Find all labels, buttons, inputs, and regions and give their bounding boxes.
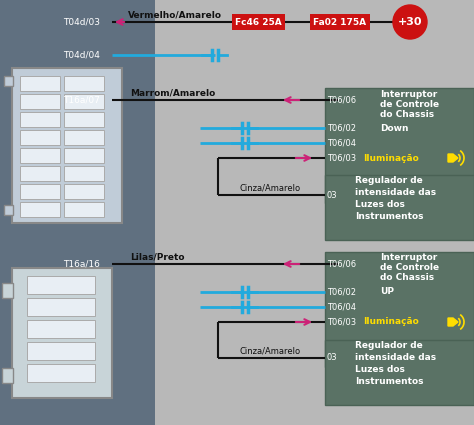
Text: T06/06: T06/06 [327,260,356,269]
Text: T04d/03: T04d/03 [63,17,100,26]
Bar [64,148,104,163]
Bar [20,166,60,181]
Text: Iluminação: Iluminação [363,153,419,162]
Bar [310,14,370,30]
Bar [20,130,60,145]
Bar [0,0,155,425]
Bar [20,148,60,163]
Text: Cinza/Amarelo: Cinza/Amarelo [240,346,301,355]
Text: T06/02: T06/02 [327,287,356,297]
Bar [2,368,13,383]
Bar [64,202,104,217]
Text: Interruptor: Interruptor [380,253,437,263]
Bar [27,298,95,316]
Text: 03: 03 [327,190,337,199]
Bar [325,252,474,367]
Text: intensidade das: intensidade das [355,187,436,196]
Bar [27,276,95,294]
Bar [64,130,104,145]
Text: +30: +30 [398,17,422,27]
Text: Regulador de: Regulador de [355,176,423,184]
Bar [20,94,60,109]
Text: UP: UP [380,287,394,297]
Bar [12,68,122,223]
Text: T06/03: T06/03 [327,153,356,162]
Bar [20,76,60,91]
Text: Fc46 25A: Fc46 25A [235,17,282,26]
Bar [2,283,13,298]
Text: T16a/16: T16a/16 [63,260,100,269]
Text: T06/04: T06/04 [327,139,356,147]
Text: Luzes dos: Luzes dos [355,199,405,209]
Text: Marrom/Amarelo: Marrom/Amarelo [130,88,215,97]
Bar [325,175,474,240]
Text: de Controle: de Controle [380,99,439,108]
Text: intensidade das: intensidade das [355,352,436,362]
Bar [64,76,104,91]
Text: T16a/07: T16a/07 [63,96,100,105]
Text: T06/06: T06/06 [327,96,356,105]
Polygon shape [448,154,458,162]
Text: Vermelho/Amarelo: Vermelho/Amarelo [128,11,222,20]
Text: de Controle: de Controle [380,264,439,272]
Text: T06/03: T06/03 [327,317,356,326]
Text: do Chassis: do Chassis [380,110,434,119]
Bar [64,166,104,181]
Text: Regulador de: Regulador de [355,340,423,349]
Bar [27,342,95,360]
Bar [64,94,104,109]
Bar [20,112,60,127]
Bar [64,112,104,127]
Text: Fa02 175A: Fa02 175A [313,17,366,26]
Bar [4,76,13,86]
Text: Luzes dos: Luzes dos [355,365,405,374]
Bar [4,205,13,215]
Bar [27,320,95,338]
Text: T06/04: T06/04 [327,303,356,312]
Text: Instrumentos: Instrumentos [355,377,423,385]
Text: do Chassis: do Chassis [380,274,434,283]
Text: Iluminação: Iluminação [363,317,419,326]
Text: 03: 03 [327,354,337,363]
Text: Lilas/Preto: Lilas/Preto [130,252,184,261]
Text: Instrumentos: Instrumentos [355,212,423,221]
Text: T04d/04: T04d/04 [63,51,100,60]
Text: Cinza/Amarelo: Cinza/Amarelo [240,184,301,193]
Text: T06/02: T06/02 [327,124,356,133]
Bar [20,202,60,217]
Bar [27,364,95,382]
Bar [64,184,104,199]
Circle shape [393,5,427,39]
Text: Down: Down [380,124,409,133]
Bar [325,340,474,405]
Bar [232,14,285,30]
Bar [12,268,112,398]
Bar [20,184,60,199]
Text: Interruptor: Interruptor [380,90,437,99]
Polygon shape [448,318,458,326]
Bar [325,88,474,203]
